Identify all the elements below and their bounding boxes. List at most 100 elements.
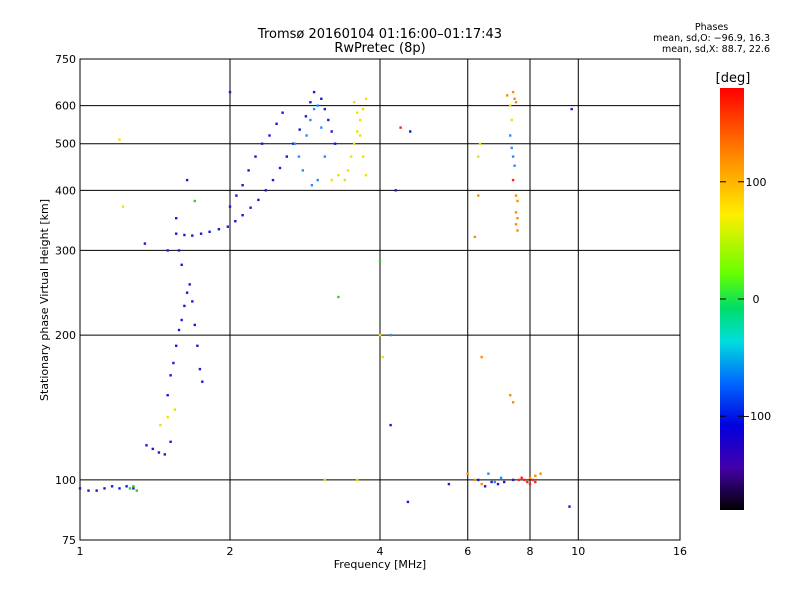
data-point	[175, 232, 178, 235]
data-point	[157, 451, 161, 454]
data-point	[356, 130, 359, 133]
data-point	[316, 178, 319, 182]
data-point	[356, 478, 359, 482]
data-point	[353, 142, 356, 145]
data-point	[281, 111, 284, 114]
data-point	[309, 118, 312, 122]
data-point	[78, 487, 82, 490]
y-axis-ticks: 75 100 200 300 400 500 600 750	[55, 53, 76, 547]
data-point	[177, 328, 181, 332]
data-point	[516, 199, 519, 203]
data-point	[188, 283, 191, 286]
data-point	[172, 361, 175, 365]
data-point	[509, 394, 512, 397]
data-point	[514, 211, 518, 214]
data-point	[333, 142, 337, 145]
data-point	[511, 155, 515, 158]
x-axis-label: Frequency [MHz]	[334, 558, 426, 571]
data-point	[175, 344, 178, 347]
data-point	[330, 178, 333, 182]
x-tick-label: 8	[527, 545, 534, 558]
data-point	[125, 485, 128, 488]
data-point	[320, 97, 323, 100]
data-point	[201, 380, 204, 383]
data-point	[534, 474, 537, 477]
data-point	[159, 423, 162, 427]
data-point	[193, 323, 196, 327]
phase-summary: Phases mean, sd,O: −96.9, 16.3 mean, sd,…	[653, 22, 770, 55]
data-point	[241, 214, 244, 217]
data-point	[228, 205, 232, 208]
data-point	[510, 146, 513, 150]
data-point	[513, 164, 516, 167]
data-point	[198, 367, 202, 371]
data-point	[166, 249, 169, 252]
data-point	[511, 90, 515, 94]
data-point	[183, 233, 186, 237]
data-point	[480, 482, 483, 486]
data-point	[145, 444, 148, 447]
data-point	[87, 489, 90, 492]
data-point	[264, 189, 267, 192]
data-point	[185, 291, 189, 294]
data-point	[477, 478, 480, 482]
data-point	[180, 263, 183, 266]
data-point	[514, 223, 518, 226]
data-point	[499, 476, 503, 479]
data-point	[528, 482, 532, 486]
x-tick-label: 16	[673, 545, 687, 558]
data-point	[257, 198, 260, 202]
data-point	[196, 344, 199, 347]
data-point	[523, 478, 526, 482]
data-point	[343, 178, 346, 182]
data-point	[228, 90, 232, 94]
data-point	[169, 374, 172, 377]
data-point	[394, 189, 397, 192]
y-tick-label: 500	[55, 138, 76, 151]
data-point	[173, 408, 176, 411]
data-point	[356, 111, 359, 114]
data-point	[310, 184, 314, 187]
data-point	[118, 487, 121, 490]
data-point	[143, 242, 147, 245]
phase-heading: Phases	[694, 22, 729, 33]
data-point	[534, 480, 537, 484]
data-point	[478, 142, 482, 145]
data-point	[323, 107, 326, 111]
data-point	[316, 104, 319, 107]
data-point	[359, 118, 362, 122]
data-point	[520, 476, 523, 479]
data-point	[517, 478, 521, 482]
data-point	[378, 333, 382, 337]
data-point	[516, 217, 519, 220]
colorbar-tick-label: 0	[753, 293, 760, 306]
y-tick-label: 200	[55, 329, 76, 342]
data-point	[169, 440, 172, 443]
data-point	[323, 478, 326, 482]
data-point	[327, 118, 330, 122]
data-point	[241, 184, 244, 187]
data-point	[487, 472, 490, 475]
data-point	[509, 134, 512, 137]
data-point	[298, 128, 301, 131]
data-point	[191, 234, 194, 237]
data-point	[199, 232, 203, 235]
data-point	[226, 225, 229, 228]
data-point	[305, 134, 308, 137]
colorbar-tick-label: 100	[746, 176, 767, 189]
data-point	[275, 122, 278, 125]
data-point	[466, 472, 469, 475]
data-point	[361, 107, 365, 111]
data-point	[193, 199, 196, 203]
data-point	[539, 472, 542, 475]
data-point	[312, 107, 316, 111]
chart-subtitle: RwPretec (8p)	[334, 41, 426, 56]
data-point	[364, 174, 368, 177]
data-point	[447, 482, 451, 486]
data-point	[309, 101, 312, 104]
data-point	[132, 485, 135, 488]
x-tick-label: 4	[377, 545, 384, 558]
data-point	[285, 155, 288, 158]
data-point	[513, 97, 516, 100]
